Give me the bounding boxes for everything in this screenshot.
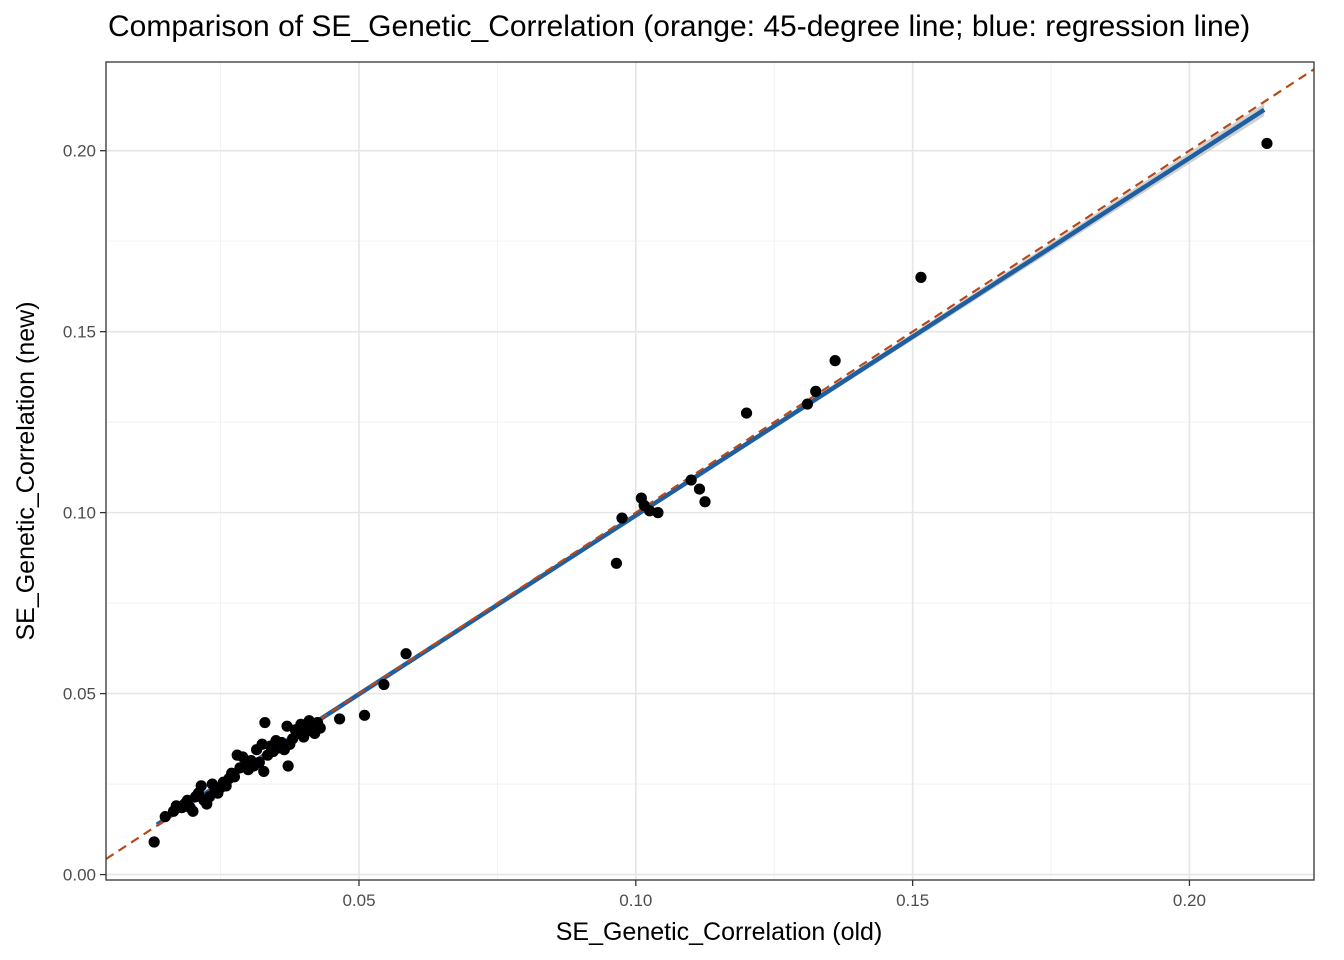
plot-marks xyxy=(106,68,1314,860)
data-point xyxy=(616,512,628,524)
data-point xyxy=(1261,137,1273,150)
data-point xyxy=(610,557,623,569)
x-tick-label: 0.10 xyxy=(619,891,652,910)
data-point xyxy=(148,836,160,848)
y-tick-label: 0.15 xyxy=(63,323,96,342)
data-point xyxy=(801,398,814,410)
y-tick-label: 0.20 xyxy=(63,142,96,161)
y-axis: 0.00 0.05 0.10 0.15 0.20 xyxy=(63,142,106,885)
data-point xyxy=(258,765,270,778)
data-point xyxy=(400,648,412,660)
data-point xyxy=(740,407,753,419)
x-axis: 0.05 0.10 0.15 0.20 xyxy=(342,880,1206,910)
y-axis-title: SE_Genetic_Correlation (new) xyxy=(12,301,40,640)
x-tick-label: 0.05 xyxy=(342,891,375,910)
data-point xyxy=(195,780,207,792)
data-point xyxy=(652,507,664,519)
plot-panel xyxy=(106,62,1314,880)
data-point xyxy=(699,496,711,508)
y-tick-label: 0.10 xyxy=(63,504,96,523)
x-tick-label: 0.15 xyxy=(896,891,929,910)
data-point xyxy=(228,771,241,783)
panel-border xyxy=(105,61,1315,881)
data-point xyxy=(378,678,390,691)
regression-line xyxy=(155,107,1266,827)
data-point xyxy=(187,805,199,817)
data-point xyxy=(253,756,265,768)
x-axis-title: SE_Genetic_Correlation (old) xyxy=(556,918,883,946)
data-point xyxy=(685,474,697,486)
x-tick-label: 0.20 xyxy=(1173,891,1206,910)
y-tick-label: 0.00 xyxy=(63,866,96,885)
data-point xyxy=(314,722,326,734)
major-gridlines xyxy=(106,62,1314,880)
data-point xyxy=(282,760,294,772)
minor-gridlines xyxy=(106,62,1314,880)
y-tick-label: 0.05 xyxy=(63,685,96,704)
chart-title: Comparison of SE_Genetic_Correlation (or… xyxy=(108,10,1251,43)
data-points xyxy=(148,137,1273,848)
data-point xyxy=(829,355,841,367)
data-point xyxy=(358,709,371,721)
data-point xyxy=(693,483,706,495)
data-point xyxy=(334,713,346,725)
data-point xyxy=(810,385,822,397)
data-point xyxy=(915,271,927,283)
data-point xyxy=(159,811,171,823)
data-point xyxy=(259,716,271,729)
